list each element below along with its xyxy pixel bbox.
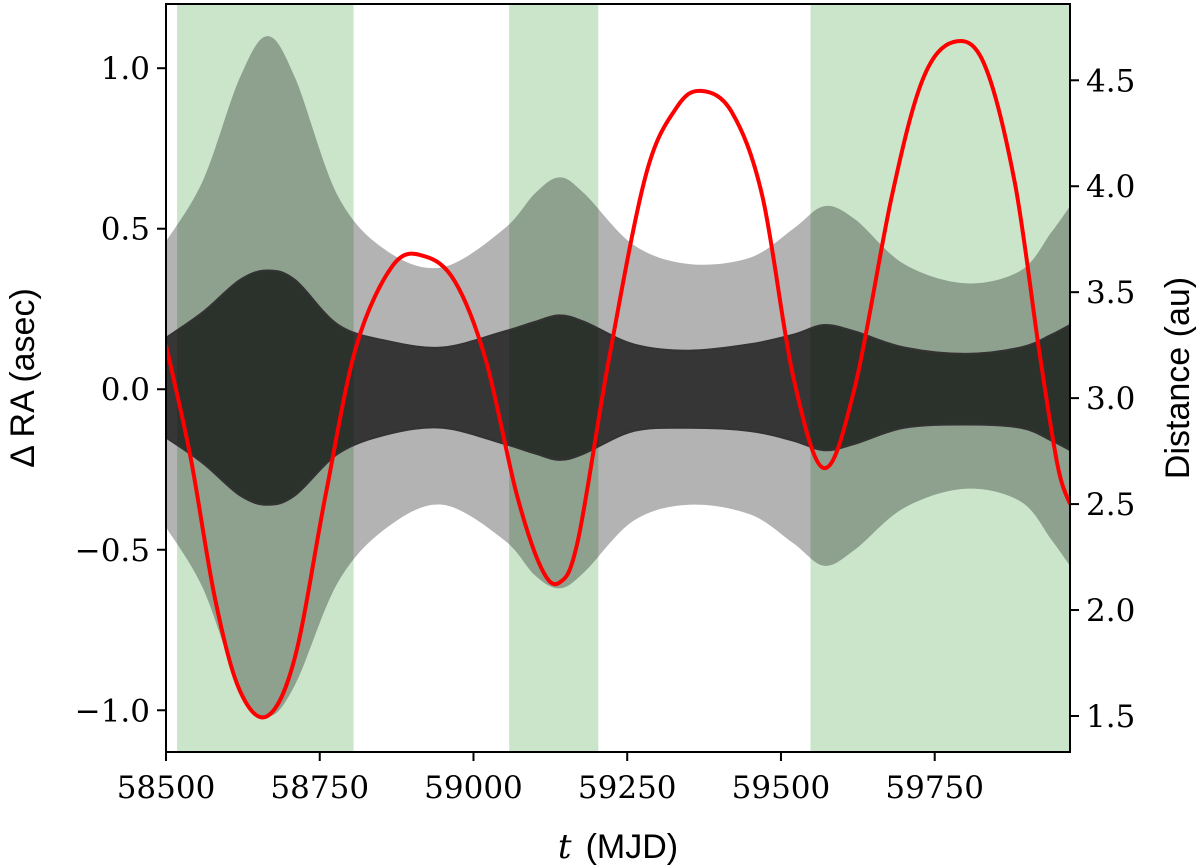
axes: 58500 58750 59000 59250 59500 59750 −1.0 −0.5 0.…	[75, 51, 1136, 806]
y-tick-label: 1.0	[101, 51, 150, 87]
plot-frame	[165, 3, 1071, 753]
x-axis-unit: (MJD)	[586, 828, 679, 866]
y2-tick-label: 2.5	[1086, 487, 1135, 523]
y2-tick-label: 2.0	[1086, 593, 1135, 629]
y2-tick-label: 3.0	[1086, 381, 1135, 417]
y-tick-label: −0.5	[75, 533, 150, 569]
x-tick-label: 59500	[732, 770, 831, 806]
y2-tick-label: 4.5	[1086, 63, 1135, 99]
x-tick-label: 58750	[270, 770, 369, 806]
y2-tick-label: 4.0	[1086, 169, 1135, 205]
y2-axis-label: Distance (au)	[1159, 277, 1197, 479]
y-tick-label: −1.0	[75, 693, 150, 729]
uncertainty-bands	[166, 36, 1070, 717]
distance-curve-layer	[166, 38, 1070, 720]
x-axis-label: t (MJD)	[558, 827, 678, 867]
inner-band-upper-edge	[166, 269, 1070, 355]
x-tick-label: 58500	[117, 770, 216, 806]
y2-tick-label: 3.5	[1086, 275, 1135, 311]
inner-band-lower-edge	[166, 423, 1070, 506]
x-tick-label: 59750	[885, 770, 984, 806]
distance-line	[166, 38, 1070, 720]
y-axis-label: Δ RA (asec)	[4, 288, 42, 468]
x-axis-symbol: t	[558, 827, 572, 867]
x-tick-label: 59000	[424, 770, 523, 806]
y-tick-label: 0.0	[101, 372, 150, 408]
x-tick-label: 59250	[578, 770, 677, 806]
y2-tick-label: 1.5	[1086, 699, 1135, 735]
y-tick-label: 0.5	[101, 212, 150, 248]
